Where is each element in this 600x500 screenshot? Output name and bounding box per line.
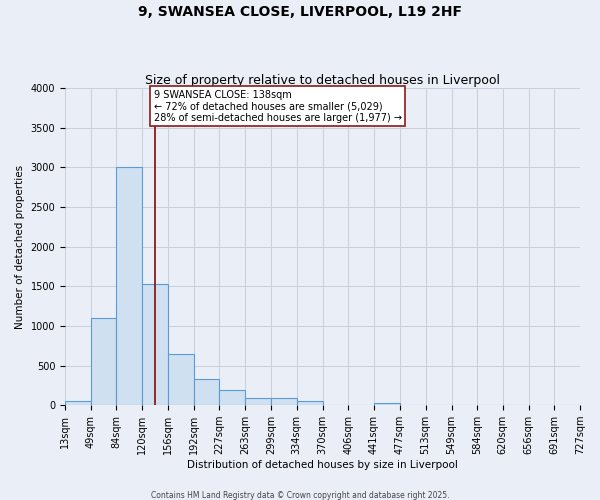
Bar bbox=[245, 398, 271, 405]
Bar bbox=[220, 390, 245, 405]
Bar bbox=[65, 402, 91, 405]
Bar bbox=[168, 354, 194, 405]
Bar bbox=[194, 379, 220, 405]
Text: 9, SWANSEA CLOSE, LIVERPOOL, L19 2HF: 9, SWANSEA CLOSE, LIVERPOOL, L19 2HF bbox=[138, 5, 462, 19]
Bar bbox=[116, 168, 142, 405]
Text: 9 SWANSEA CLOSE: 138sqm
← 72% of detached houses are smaller (5,029)
28% of semi: 9 SWANSEA CLOSE: 138sqm ← 72% of detache… bbox=[154, 90, 402, 123]
Y-axis label: Number of detached properties: Number of detached properties bbox=[15, 164, 25, 329]
Bar bbox=[142, 284, 168, 405]
X-axis label: Distribution of detached houses by size in Liverpool: Distribution of detached houses by size … bbox=[187, 460, 458, 470]
Text: Contains HM Land Registry data © Crown copyright and database right 2025.: Contains HM Land Registry data © Crown c… bbox=[151, 490, 449, 500]
Bar bbox=[296, 402, 323, 405]
Title: Size of property relative to detached houses in Liverpool: Size of property relative to detached ho… bbox=[145, 74, 500, 87]
Bar bbox=[91, 318, 116, 405]
Bar bbox=[374, 403, 400, 405]
Bar bbox=[271, 398, 296, 405]
